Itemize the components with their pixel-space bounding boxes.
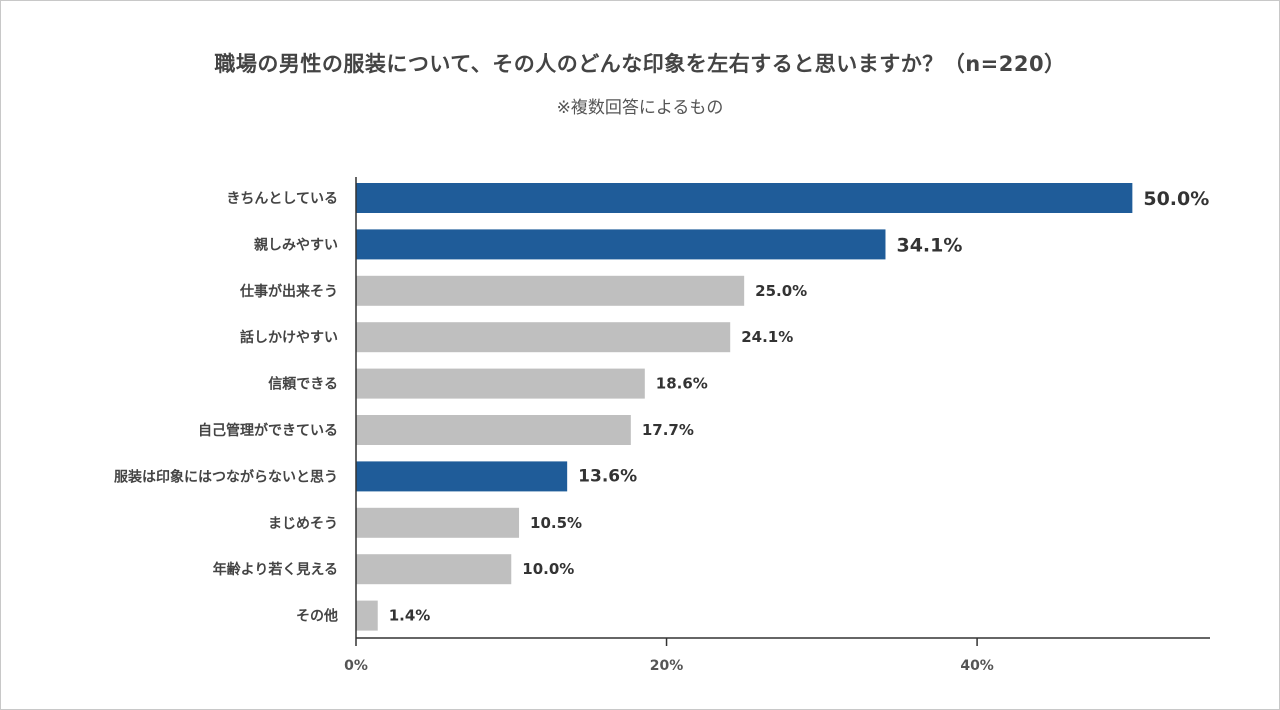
value-label: 10.5% xyxy=(530,514,582,532)
category-label: 信頼できる xyxy=(268,376,338,393)
value-label: 24.1% xyxy=(741,328,793,346)
bar xyxy=(356,183,1133,213)
chart-title: 職場の男性の服装について、その人のどんな印象を左右すると思いますか？（n=220… xyxy=(214,52,1066,76)
category-label: その他 xyxy=(296,608,338,625)
value-label: 25.0% xyxy=(755,282,807,300)
bar xyxy=(356,507,520,538)
bar xyxy=(356,275,745,306)
category-label: 年齢より若く見える xyxy=(213,561,338,578)
value-label: 10.0% xyxy=(522,560,574,578)
bar xyxy=(356,415,631,445)
value-label: 50.0% xyxy=(1143,188,1209,210)
bar xyxy=(356,229,886,260)
value-label: 18.6% xyxy=(656,375,708,393)
bar xyxy=(356,461,568,492)
category-label: 仕事が出来そう xyxy=(239,283,338,300)
bar xyxy=(356,368,645,399)
x-tick-label: 20% xyxy=(650,658,684,674)
value-label: 13.6% xyxy=(578,466,637,486)
bar xyxy=(356,600,378,631)
category-label: 話しかけやすい xyxy=(240,329,338,346)
bar xyxy=(356,554,512,585)
category-label: 自己管理ができている xyxy=(198,422,338,439)
category-label: 服装は印象にはつながらないと思う xyxy=(114,468,338,485)
value-label: 1.4% xyxy=(389,607,431,625)
category-label: まじめそう xyxy=(268,516,338,532)
value-label: 17.7% xyxy=(642,421,694,439)
chart-subtitle: ※複数回答によるもの xyxy=(556,98,724,118)
x-tick-label: 40% xyxy=(960,658,994,674)
bar xyxy=(356,322,731,353)
value-label: 34.1% xyxy=(896,234,962,256)
x-tick-label: 0% xyxy=(344,658,368,674)
category-label: 親しみやすい xyxy=(254,236,338,253)
category-label: きちんとしている xyxy=(226,191,338,207)
